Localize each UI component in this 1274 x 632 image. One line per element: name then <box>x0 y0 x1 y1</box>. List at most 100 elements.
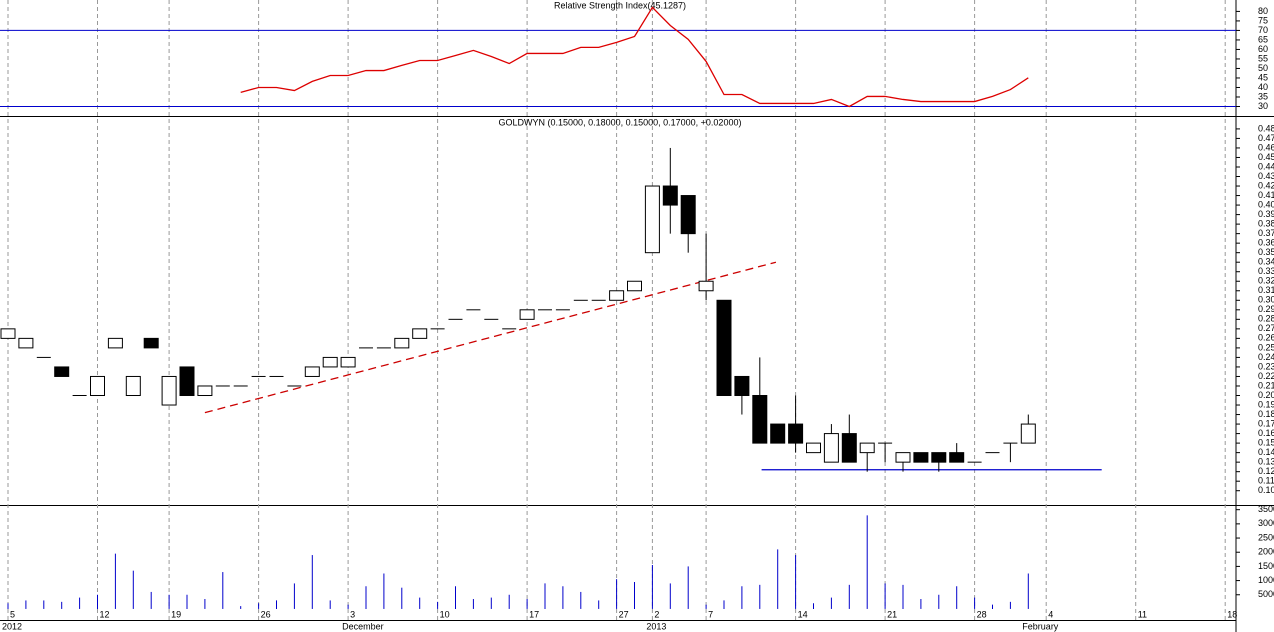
y-tick-label: 35000 <box>1258 504 1274 514</box>
y-tick-label: 0.42 <box>1258 180 1274 190</box>
y-tick-label: 40 <box>1258 82 1268 92</box>
y-tick-label: 75 <box>1258 15 1268 25</box>
y-tick-label: 0.11 <box>1258 476 1274 486</box>
y-tick-label: 0.37 <box>1258 228 1274 238</box>
candle-body <box>609 290 625 301</box>
x-tick-label: 7 <box>708 609 713 619</box>
y-tick-label: 0.14 <box>1258 447 1274 457</box>
trend-line <box>204 261 777 414</box>
y-tick-label: 55 <box>1258 53 1268 63</box>
y-tick-label: 0.10 <box>1258 485 1274 495</box>
y-tick-label: 0.21 <box>1258 380 1274 390</box>
candle-body <box>680 195 696 235</box>
y-tick-label: 0.44 <box>1258 161 1274 171</box>
y-tick-label: 0.40 <box>1258 199 1274 209</box>
y-tick-label: 15000 <box>1258 561 1274 571</box>
candle-body <box>770 423 786 444</box>
y-tick-label: 0.20 <box>1258 390 1274 400</box>
candle-body <box>519 309 535 320</box>
y-tick-label: 0.36 <box>1258 238 1274 248</box>
candle-body <box>752 395 768 444</box>
x-tick-label: 2 <box>654 609 659 619</box>
y-tick-label: 0.41 <box>1258 190 1274 200</box>
y-tick-label: 0.13 <box>1258 457 1274 467</box>
candle-body <box>788 423 804 444</box>
y-tick-label: 0.19 <box>1258 399 1274 409</box>
y-tick-label: 0.17 <box>1258 418 1274 428</box>
chart-title: GOLDWYN (0.15000, 0.18000, 0.15000, 0.17… <box>499 117 742 127</box>
candle-body <box>322 356 338 368</box>
y-tick-label: 25000 <box>1258 532 1274 542</box>
y-tick-label: 0.30 <box>1258 295 1274 305</box>
y-tick-label: 0.35 <box>1258 247 1274 257</box>
x-tick-label: 18 <box>1227 609 1237 619</box>
candle-body <box>913 452 929 463</box>
x-tick-label: 12 <box>100 609 110 619</box>
candle-body <box>1020 423 1036 444</box>
y-tick-label: 60 <box>1258 44 1268 54</box>
candle-body <box>931 452 947 463</box>
candle-body <box>340 356 356 368</box>
y-tick-label: 0.33 <box>1258 266 1274 276</box>
y-tick-label: 45 <box>1258 72 1268 82</box>
y-tick-label: 0.46 <box>1258 142 1274 152</box>
candle-body <box>143 337 159 349</box>
y-tick-label: 30 <box>1258 101 1268 111</box>
y-tick-label: 0.47 <box>1258 133 1274 143</box>
chart-title: Relative Strength Index(45.1287) <box>554 0 686 10</box>
candle-body <box>179 366 195 397</box>
y-tick-label: 0.38 <box>1258 218 1274 228</box>
candle-body <box>823 433 839 463</box>
y-tick-label: 80 <box>1258 6 1268 16</box>
candle-body <box>18 337 34 349</box>
candle-body <box>949 452 965 463</box>
x-tick-label: 19 <box>171 609 181 619</box>
y-tick-label: 0.18 <box>1258 409 1274 419</box>
y-tick-label: 0.43 <box>1258 171 1274 181</box>
y-tick-label: 0.48 <box>1258 123 1274 133</box>
y-tick-label: 70 <box>1258 25 1268 35</box>
y-tick-label: 0.31 <box>1258 285 1274 295</box>
candle-body <box>90 375 105 397</box>
x-tick-label: 26 <box>261 609 271 619</box>
candle-body <box>734 375 750 397</box>
y-tick-label: 0.34 <box>1258 257 1274 267</box>
y-tick-label: 0.12 <box>1258 466 1274 476</box>
y-tick-label: 0.39 <box>1258 209 1274 219</box>
y-tick-label: 0.28 <box>1258 314 1274 324</box>
x-tick-label: 3 <box>350 609 355 619</box>
candle-body <box>716 299 732 397</box>
y-tick-label: 0.26 <box>1258 333 1274 343</box>
x-tick-label: 28 <box>977 609 987 619</box>
y-tick-label: 0.29 <box>1258 304 1274 314</box>
x-tick-label: 17 <box>529 609 539 619</box>
x-tick-label: 14 <box>798 609 808 619</box>
candle-body <box>806 442 821 454</box>
x-tick-label: 11 <box>1138 609 1147 619</box>
candle-body <box>125 375 141 397</box>
x-tick-label: 27 <box>619 609 629 619</box>
x-tick-label: 4 <box>1048 609 1053 619</box>
y-tick-label: 0.16 <box>1258 428 1274 438</box>
y-tick-label: 65 <box>1258 34 1268 44</box>
candle-body <box>197 385 213 397</box>
y-tick-label: 10000 <box>1258 575 1274 585</box>
candle-body <box>394 337 410 349</box>
candle-body <box>662 185 678 206</box>
candle-body <box>304 366 320 377</box>
x-month-label: 2013 <box>646 621 666 631</box>
x-tick-label: 21 <box>887 609 897 619</box>
x-tick-label: 10 <box>440 609 450 619</box>
y-tick-label: 0.15 <box>1258 437 1274 447</box>
x-month-label: December <box>342 621 384 631</box>
x-tick-label: 5 <box>10 609 15 619</box>
y-tick-label: 30000 <box>1258 518 1274 528</box>
candle-body <box>859 442 875 454</box>
y-tick-label: 35 <box>1258 91 1268 101</box>
y-tick-label: 0.22 <box>1258 371 1274 381</box>
candle-body <box>54 366 70 377</box>
candle-body <box>161 375 177 406</box>
candle-body <box>0 328 16 339</box>
